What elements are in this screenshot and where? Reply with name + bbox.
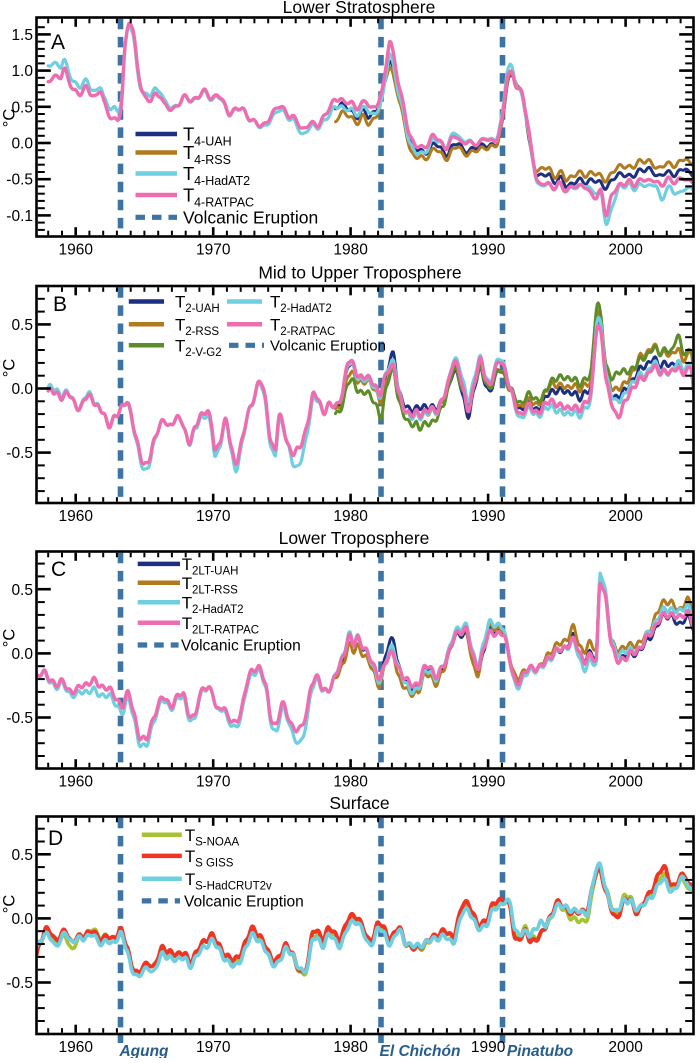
svg-text:1970: 1970 xyxy=(196,242,231,259)
svg-text:1990: 1990 xyxy=(471,1039,506,1056)
svg-text:1.0: 1.0 xyxy=(11,63,33,80)
svg-text:2-HadAT2: 2-HadAT2 xyxy=(280,303,332,315)
svg-text:1960: 1960 xyxy=(58,242,93,259)
svg-text:°C: °C xyxy=(1,109,19,128)
svg-text:T: T xyxy=(185,826,195,845)
svg-text:2LT-RSS: 2LT-RSS xyxy=(192,584,238,596)
svg-text:T: T xyxy=(182,593,192,612)
svg-text:2000: 2000 xyxy=(608,242,643,259)
svg-text:1970: 1970 xyxy=(196,1039,231,1056)
svg-text:Agung: Agung xyxy=(118,1043,169,1058)
svg-text:Lower Stratosphere: Lower Stratosphere xyxy=(283,0,436,17)
svg-text:°C: °C xyxy=(1,629,19,648)
svg-text:T: T xyxy=(182,574,192,593)
svg-text:Lower Troposphere: Lower Troposphere xyxy=(279,528,430,548)
svg-text:El Chichón: El Chichón xyxy=(380,1043,461,1058)
svg-text:1.5: 1.5 xyxy=(11,27,33,44)
svg-text:B: B xyxy=(53,293,67,316)
svg-text:2000: 2000 xyxy=(608,508,643,525)
svg-text:T: T xyxy=(185,847,195,866)
svg-text:-0.5: -0.5 xyxy=(6,710,33,727)
svg-text:1960: 1960 xyxy=(58,1039,93,1056)
svg-text:T: T xyxy=(175,336,185,355)
svg-text:4-UAH: 4-UAH xyxy=(194,135,232,149)
svg-text:T: T xyxy=(183,124,194,145)
svg-text:T: T xyxy=(270,293,280,312)
svg-text:Volcanic Eruption: Volcanic Eruption xyxy=(183,207,318,227)
svg-text:1980: 1980 xyxy=(333,242,368,259)
svg-text:2-UAH: 2-UAH xyxy=(185,303,220,315)
svg-text:2-HadAT2: 2-HadAT2 xyxy=(192,604,244,616)
svg-text:1990: 1990 xyxy=(471,242,506,259)
svg-text:Pinatubo: Pinatubo xyxy=(507,1043,573,1058)
svg-text:2-RSS: 2-RSS xyxy=(185,326,219,338)
svg-text:1990: 1990 xyxy=(471,508,506,525)
svg-text:Volcanic Eruption: Volcanic Eruption xyxy=(270,338,386,355)
svg-text:T: T xyxy=(270,315,280,334)
svg-text:S-HadCRUT2v: S-HadCRUT2v xyxy=(195,881,272,893)
svg-text:T: T xyxy=(183,185,194,206)
svg-text:D: D xyxy=(48,827,63,850)
svg-text:0.0: 0.0 xyxy=(11,646,33,663)
svg-text:2LT-UAH: 2LT-UAH xyxy=(192,566,238,578)
svg-text:-0.1: -0.1 xyxy=(6,208,33,225)
svg-text:Mid to Upper Troposphere: Mid to Upper Troposphere xyxy=(258,263,461,283)
svg-text:T: T xyxy=(175,315,185,334)
svg-text:0.5: 0.5 xyxy=(11,582,33,599)
svg-text:S-NOAA: S-NOAA xyxy=(195,837,239,849)
svg-text:Volcanic Eruption: Volcanic Eruption xyxy=(181,637,301,654)
svg-text:2-RATPAC: 2-RATPAC xyxy=(280,326,335,338)
svg-text:1990: 1990 xyxy=(471,774,506,791)
svg-text:1970: 1970 xyxy=(196,774,231,791)
svg-text:T: T xyxy=(182,614,192,633)
svg-text:T: T xyxy=(183,163,194,184)
svg-text:0.5: 0.5 xyxy=(11,847,33,864)
svg-text:2-V-G2: 2-V-G2 xyxy=(185,347,221,359)
svg-text:0.5: 0.5 xyxy=(11,317,33,334)
svg-text:T: T xyxy=(183,142,194,163)
svg-text:-0.5: -0.5 xyxy=(6,975,33,992)
svg-text:0.5: 0.5 xyxy=(11,99,33,116)
svg-text:1960: 1960 xyxy=(58,508,93,525)
svg-text:4-HadAT2: 4-HadAT2 xyxy=(194,174,250,188)
svg-text:°C: °C xyxy=(1,359,19,378)
svg-text:S GISS: S GISS xyxy=(195,858,234,870)
svg-text:2000: 2000 xyxy=(608,774,643,791)
svg-text:1980: 1980 xyxy=(333,508,368,525)
svg-text:0.0: 0.0 xyxy=(11,911,33,928)
svg-text:Volcanic Eruption: Volcanic Eruption xyxy=(184,893,304,910)
svg-text:1980: 1980 xyxy=(333,1039,368,1056)
svg-text:4-RATPAC: 4-RATPAC xyxy=(194,196,254,210)
svg-text:1970: 1970 xyxy=(196,508,231,525)
svg-text:°C: °C xyxy=(1,895,19,914)
svg-text:2LT-RATPAC: 2LT-RATPAC xyxy=(192,624,259,636)
svg-text:T: T xyxy=(185,870,195,889)
svg-text:0.0: 0.0 xyxy=(11,381,33,398)
svg-text:Surface: Surface xyxy=(329,793,389,813)
svg-text:A: A xyxy=(51,31,65,54)
svg-text:0.0: 0.0 xyxy=(11,136,33,153)
svg-text:2000: 2000 xyxy=(608,1039,643,1056)
svg-text:C: C xyxy=(51,558,66,581)
svg-text:-0.5: -0.5 xyxy=(6,172,33,189)
svg-text:1980: 1980 xyxy=(333,774,368,791)
svg-text:T: T xyxy=(182,555,192,574)
svg-text:T: T xyxy=(175,293,185,312)
svg-text:-0.5: -0.5 xyxy=(6,445,33,462)
svg-text:4-RSS: 4-RSS xyxy=(194,153,231,167)
svg-text:1960: 1960 xyxy=(58,774,93,791)
